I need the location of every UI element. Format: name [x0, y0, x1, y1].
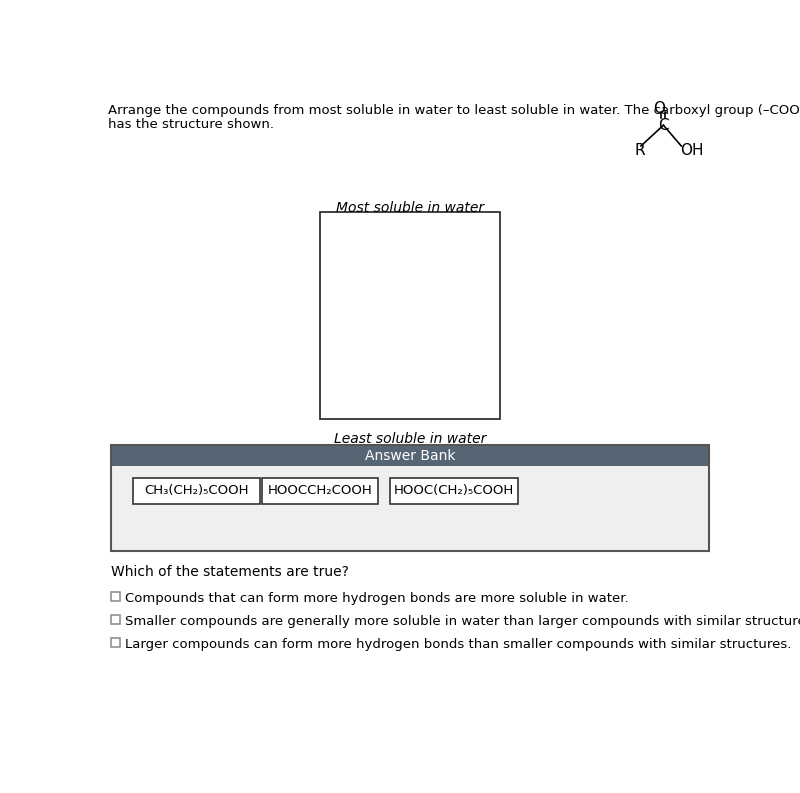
- Bar: [390, 478, 518, 504]
- Text: Arrange the compounds from most soluble in water to least soluble in water. The : Arrange the compounds from most soluble …: [108, 105, 800, 117]
- Text: HOOC(CH₂)₅COOH: HOOC(CH₂)₅COOH: [394, 484, 514, 497]
- Bar: [111, 445, 709, 551]
- Bar: [111, 592, 120, 601]
- Text: Larger compounds can form more hydrogen bonds than smaller compounds with simila: Larger compounds can form more hydrogen …: [125, 638, 791, 651]
- Text: Compounds that can form more hydrogen bonds are more soluble in water.: Compounds that can form more hydrogen bo…: [125, 592, 629, 605]
- Text: Least soluble in water: Least soluble in water: [334, 432, 486, 446]
- Bar: [111, 466, 709, 551]
- Text: Which of the statements are true?: Which of the statements are true?: [111, 565, 349, 579]
- Text: Smaller compounds are generally more soluble in water than larger compounds with: Smaller compounds are generally more sol…: [125, 615, 800, 628]
- Bar: [111, 615, 120, 624]
- Text: HOOCCH₂COOH: HOOCCH₂COOH: [268, 484, 373, 497]
- Text: has the structure shown.: has the structure shown.: [108, 118, 274, 132]
- Bar: [133, 478, 261, 504]
- Text: Most soluble in water: Most soluble in water: [336, 201, 484, 216]
- Text: OH: OH: [680, 143, 703, 158]
- Text: C: C: [658, 118, 669, 133]
- Text: Answer Bank: Answer Bank: [365, 450, 455, 463]
- Bar: [262, 478, 378, 504]
- Text: R: R: [634, 143, 646, 158]
- Bar: [111, 445, 709, 466]
- Bar: [111, 638, 120, 647]
- Text: CH₃(CH₂)₅COOH: CH₃(CH₂)₅COOH: [144, 484, 249, 497]
- Bar: [320, 213, 500, 419]
- Text: O: O: [653, 102, 665, 117]
